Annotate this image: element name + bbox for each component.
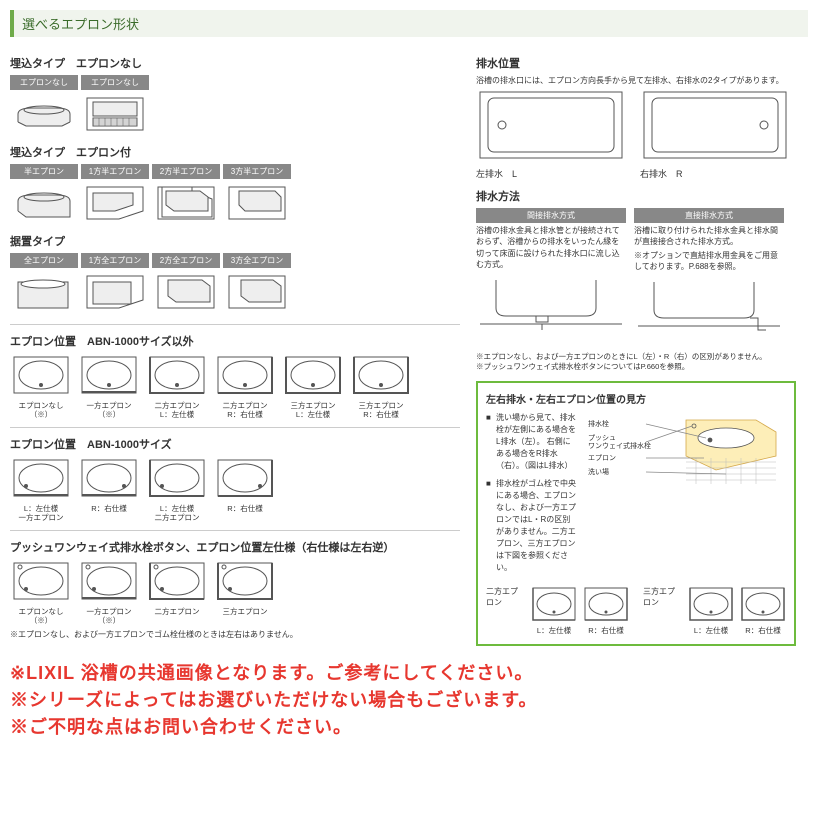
- tub-fig: [81, 92, 149, 136]
- apos-item: 三方エプロンL：左仕様: [282, 353, 344, 419]
- apos-item: エプロンなし（※）: [10, 353, 72, 419]
- apos-item: 二方エプロンR：右仕様: [214, 353, 276, 419]
- apos3-foot: ※エプロンなし、および一方エプロンでゴム栓仕様のときは左右はありません。: [10, 629, 460, 640]
- sec1-labels: エプロンなし エプロンなし: [10, 75, 460, 90]
- tub-fig: [81, 181, 149, 225]
- apos1-notes: ※エプロンなし、および一方エプロンのときにL（左）・R（右）の区別がありません。…: [476, 352, 796, 373]
- apos-item: エプロンなし（※）: [10, 559, 72, 625]
- tub-fig: [223, 270, 291, 314]
- gb-diagram: 排水栓 プッシュ ワンウェイ式排水栓 エプロン 洗い場: [586, 412, 786, 580]
- gb-title: 左右排水・左右エプロン位置の見方: [486, 391, 786, 406]
- apos-item: 一方エプロン（※）: [78, 559, 140, 625]
- apos2-title: エプロン位置 ABN-1000サイズ: [10, 436, 460, 452]
- left-column: 埋込タイプ エプロンなし エプロンなし エプロンなし 埋込タイプ エプロン付 半…: [10, 47, 460, 646]
- lbl: 3方半エプロン: [223, 164, 291, 179]
- lbl: 3方全エプロン: [223, 253, 291, 268]
- tub-fig: [152, 181, 220, 225]
- sec3-title: 据置タイプ: [10, 233, 460, 249]
- gb-text: 洗い場から見て、排水栓が左側にある場合をL排水（左）。 右側にある場合をR排水（…: [486, 412, 576, 580]
- apos-item: 二方エプロン: [146, 559, 208, 616]
- method2: 直接排水方式 浴槽に取り付けられた排水金具と排水間が直接接合された排水方式。 ※…: [634, 208, 784, 336]
- gb-set1: 二方エプロン L：左仕様 R：右仕様: [486, 586, 629, 636]
- apos-item: R：右仕様: [214, 456, 276, 513]
- tub-fig: [10, 181, 78, 225]
- apos1-title: エプロン位置 ABN-1000サイズ以外: [10, 333, 460, 349]
- sec1-title: 埋込タイプ エプロンなし: [10, 55, 460, 71]
- drain-note: 浴槽の排水口には、エプロン方向長手から見て左排水、右排水の2タイプがあります。: [476, 75, 796, 86]
- apos-item: L：左仕様二方エプロン: [146, 456, 208, 522]
- apos-item: 三方エプロンR：右仕様: [350, 353, 412, 419]
- right-column: 排水位置 浴槽の排水口には、エプロン方向長手から見て左排水、右排水の2タイプがあ…: [476, 47, 796, 646]
- lbl: エプロンなし: [10, 75, 78, 90]
- lbl: 全エプロン: [10, 253, 78, 268]
- svg-text:プッシュ: プッシュ: [588, 434, 616, 442]
- method1: 間接排水方式 浴槽の排水金具と排水管とが接続されておらず、浴槽からの排水をいった…: [476, 208, 626, 336]
- lbl: 2方半エプロン: [152, 164, 220, 179]
- red-notes: ※LIXIL 浴槽の共通画像となります。ご参考にしてください。 ※シリーズによっ…: [10, 660, 808, 741]
- drain-right-fig: 右排水 R: [640, 88, 790, 180]
- lbl: 2方全エプロン: [152, 253, 220, 268]
- lbl: エプロンなし: [81, 75, 149, 90]
- apos-item: 三方エプロン: [214, 559, 276, 616]
- tub-fig: [10, 92, 78, 136]
- drain-left-fig: 左排水 L: [476, 88, 626, 180]
- tub-fig: [81, 270, 149, 314]
- tub-fig: [152, 270, 220, 314]
- svg-text:エプロン: エプロン: [588, 454, 616, 462]
- svg-text:ワンウェイ式排水栓: ワンウェイ式排水栓: [588, 441, 651, 450]
- sec2-title: 埋込タイプ エプロン付: [10, 144, 460, 160]
- lbl: 1方半エプロン: [81, 164, 149, 179]
- tub-fig: [10, 270, 78, 314]
- apos-item: L：左仕様一方エプロン: [10, 456, 72, 522]
- main-header: 選べるエプロン形状: [10, 10, 808, 37]
- apos-item: 二方エプロンL：左仕様: [146, 353, 208, 419]
- drain-title: 排水位置: [476, 55, 796, 71]
- svg-text:排水栓: 排水栓: [588, 419, 609, 428]
- lbl: 半エプロン: [10, 164, 78, 179]
- tub-fig: [223, 181, 291, 225]
- apos-item: 一方エプロン（※）: [78, 353, 140, 419]
- svg-text:洗い場: 洗い場: [588, 467, 609, 476]
- green-box: 左右排水・左右エプロン位置の見方 洗い場から見て、排水栓が左側にある場合をL排水…: [476, 381, 796, 646]
- gb-set2: 三方エプロン L：左仕様 R：右仕様: [643, 586, 786, 636]
- lbl: 1方全エプロン: [81, 253, 149, 268]
- dmethod-title: 排水方法: [476, 188, 796, 204]
- apos3-title: プッシュワンウェイ式排水栓ボタン、エプロン位置左仕様（右仕様は左右逆）: [10, 539, 460, 555]
- apos-item: R：右仕様: [78, 456, 140, 513]
